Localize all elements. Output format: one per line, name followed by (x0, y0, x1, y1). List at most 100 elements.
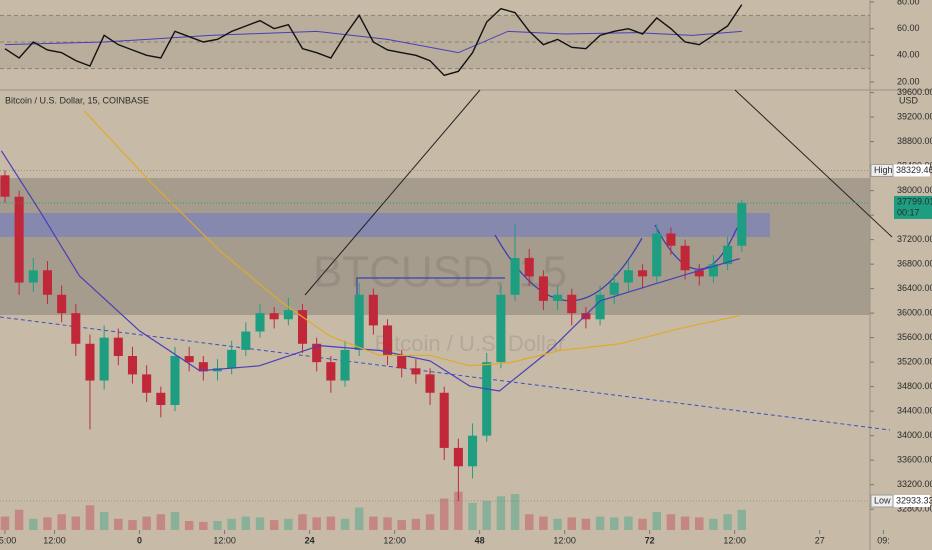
volume-bar (411, 518, 421, 530)
candle-body (28, 270, 38, 283)
candle-body (538, 276, 548, 301)
low-word-box (870, 494, 894, 508)
y-tick-label: 80.00 (897, 0, 920, 6)
candle-body (312, 343, 322, 363)
candle-body (0, 175, 10, 197)
x-tick-label: 24 (305, 535, 315, 545)
volume-bar (354, 507, 364, 530)
y-tick-label: 34800.00 (897, 381, 932, 391)
handle-curve (654, 224, 738, 270)
x-tick-label: 12:00 (213, 535, 236, 545)
candle-body (638, 270, 648, 277)
volume-bar (269, 520, 279, 530)
volume-bar (29, 518, 38, 530)
candle-body (255, 313, 265, 332)
candle-body (113, 337, 123, 357)
candle-body (708, 264, 718, 277)
x-tick-label: 48 (475, 535, 485, 545)
volume-bar (737, 509, 747, 530)
volume-bar (312, 517, 321, 530)
volume-bar (340, 518, 350, 530)
candle-body (694, 270, 704, 277)
candle-body (269, 313, 279, 320)
last-price-box (894, 195, 932, 219)
volume-bar (695, 517, 704, 530)
volume-bar (680, 516, 690, 530)
volume-bar (99, 512, 109, 530)
y-tick-label: 60.00 (897, 23, 920, 33)
high-word-box (870, 163, 894, 177)
volume-bar (581, 518, 591, 530)
volume-bar (539, 516, 548, 530)
volume-bar (57, 514, 66, 530)
volume-bar (199, 521, 208, 530)
candle-body (666, 233, 676, 246)
volume-bar (709, 518, 718, 530)
candle-body (57, 294, 67, 314)
dashed-trend (0, 316, 891, 431)
volume-bar (652, 512, 662, 530)
candle-body (482, 362, 492, 436)
candle-body (85, 343, 95, 381)
candle-body (340, 349, 350, 381)
volume-bar (723, 514, 732, 530)
candle-body (283, 310, 293, 320)
y-tick-label: 37200.00 (897, 234, 932, 244)
candle-body (99, 337, 109, 381)
candle-body (170, 356, 180, 406)
trend-line (734, 89, 893, 238)
volume-bar (595, 516, 605, 530)
rsi-line (4, 4, 743, 77)
volume-bar (567, 517, 576, 530)
volume-bar (369, 516, 378, 530)
volume-bar (128, 520, 137, 530)
candle-body (595, 294, 605, 320)
volume-bar (71, 516, 81, 530)
candle-body (198, 362, 208, 372)
candle-body (297, 310, 308, 344)
volume-bar (227, 518, 236, 530)
volume-bar (468, 503, 477, 530)
y-tick-label: 34400.00 (897, 406, 932, 416)
candle-body (680, 245, 690, 271)
y-tick-label: 32800.00 (897, 504, 932, 514)
candle-body (553, 294, 563, 301)
watermark-subtitle: Bitcoin / U.S. Dollar (375, 331, 566, 356)
candle-body (184, 356, 194, 363)
candle-body (510, 258, 520, 295)
resistance-band (0, 213, 770, 237)
x-tick-label: 05:00 (0, 535, 16, 545)
y-tick-label: 40.00 (897, 50, 920, 60)
y-tick-label: 35600.00 (897, 332, 932, 342)
candle-body (71, 313, 81, 344)
volume-bar (326, 516, 336, 530)
candle-body (14, 196, 24, 283)
candle-body (453, 447, 463, 467)
countdown: 00:17 (897, 207, 920, 217)
volume-bar (482, 500, 491, 530)
candle-body (524, 258, 534, 277)
candle-body (42, 270, 53, 295)
x-tick-label: 27 (815, 535, 825, 545)
moving-average (83, 110, 740, 367)
candle-body (468, 435, 478, 467)
currency: USD (899, 95, 919, 105)
x-tick-label: 72 (645, 535, 655, 545)
y-tick-label: 39600.00 (897, 87, 932, 97)
volume-bar (383, 517, 392, 530)
candle-body (227, 349, 237, 369)
volume-bar (624, 516, 633, 530)
candle-body (623, 270, 633, 283)
candle-body (609, 282, 619, 295)
y-tick-label: 39200.00 (897, 111, 932, 121)
volume-bar (397, 520, 406, 530)
volume-bar (142, 516, 151, 530)
x-tick-label: 12:00 (43, 535, 66, 545)
low-word: Low (874, 495, 891, 505)
x-tick-label: 12:00 (383, 535, 406, 545)
volume-bar (85, 505, 95, 530)
volume-bar (0, 516, 10, 530)
candle-body (581, 313, 591, 320)
